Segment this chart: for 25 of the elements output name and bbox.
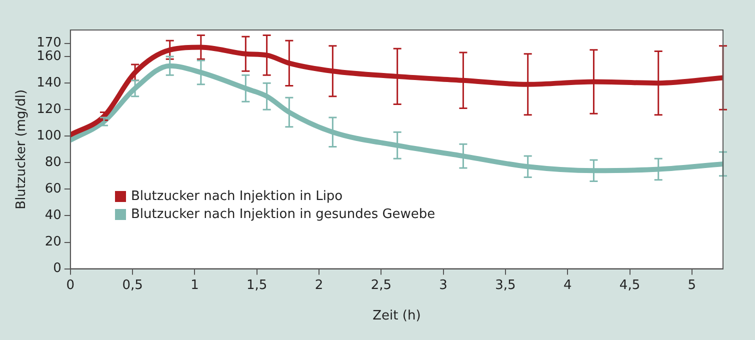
x-tick-label: 1 xyxy=(190,278,199,293)
x-tick-label: 1,5 xyxy=(246,278,268,293)
x-tick-label: 2,5 xyxy=(370,278,392,293)
x-tick-label: 4,5 xyxy=(619,278,640,293)
x-tick-label: 5 xyxy=(688,278,696,293)
y-tick-label: 60 xyxy=(44,182,62,197)
x-tick-label: 3,5 xyxy=(495,278,516,293)
y-tick-label: 0 xyxy=(53,261,62,276)
x-tick-label: 3 xyxy=(439,278,448,293)
legend-label: Blutzucker nach Injektion in Lipo xyxy=(131,188,343,204)
y-axis-title: Blutzucker (mg/dl) xyxy=(14,89,30,210)
x-tick-label: 4 xyxy=(563,278,572,293)
y-tick-label: 120 xyxy=(36,102,62,117)
y-tick-label: 40 xyxy=(44,208,62,224)
y-tick-label: 140 xyxy=(36,75,62,90)
legend-label: Blutzucker nach Injektion in gesundes Gewebe xyxy=(131,206,436,222)
y-tick-label: 170 xyxy=(36,36,62,51)
y-tick-label: 160 xyxy=(36,48,62,64)
y-tick-label: 100 xyxy=(36,128,62,144)
x-axis-title: Zeit (h) xyxy=(372,308,421,324)
x-tick-label: 2 xyxy=(314,278,324,293)
x-tick-label: 0 xyxy=(66,278,75,293)
x-tick-label: 0,5 xyxy=(122,278,143,293)
y-tick-label: 20 xyxy=(44,234,62,250)
y-tick-label: 80 xyxy=(44,155,62,170)
